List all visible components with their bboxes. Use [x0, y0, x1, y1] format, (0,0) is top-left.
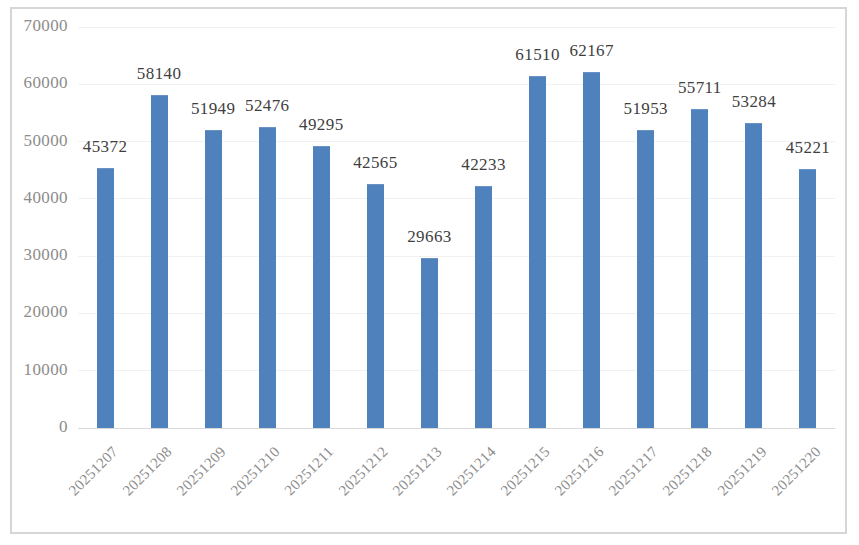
value-label: 29663	[383, 228, 475, 245]
value-label: 45221	[762, 139, 854, 156]
value-label: 42233	[438, 156, 530, 173]
y-gridline	[78, 370, 835, 371]
y-gridline	[78, 141, 835, 142]
y-gridline	[78, 313, 835, 314]
bar-20251209	[205, 130, 222, 428]
y-gridline	[78, 256, 835, 257]
bar-20251210	[259, 127, 276, 428]
value-label: 52476	[221, 97, 313, 114]
bar-20251218	[691, 109, 708, 428]
bar-20251208	[151, 95, 168, 428]
bar-20251215	[529, 76, 546, 428]
value-label: 51953	[600, 100, 692, 117]
value-label: 62167	[546, 42, 638, 59]
value-label: 53284	[708, 93, 800, 110]
x-axis-baseline	[78, 428, 835, 429]
value-label: 42565	[329, 154, 421, 171]
bar-20251207	[97, 168, 114, 428]
value-label: 58140	[113, 65, 205, 82]
value-label: 45372	[59, 138, 151, 155]
y-gridline	[78, 198, 835, 199]
y-gridline	[78, 27, 835, 28]
bar-20251217	[637, 130, 654, 428]
bar-20251212	[367, 184, 384, 428]
bar-20251211	[313, 146, 330, 428]
bar-20251214	[475, 186, 492, 428]
bar-20251220	[799, 169, 816, 428]
bar-20251216	[583, 72, 600, 428]
plot-area: 4537258140519495247649295425652966342233…	[78, 27, 835, 428]
value-label: 49295	[275, 116, 367, 133]
bar-20251213	[421, 258, 438, 428]
bar-20251219	[745, 123, 762, 428]
